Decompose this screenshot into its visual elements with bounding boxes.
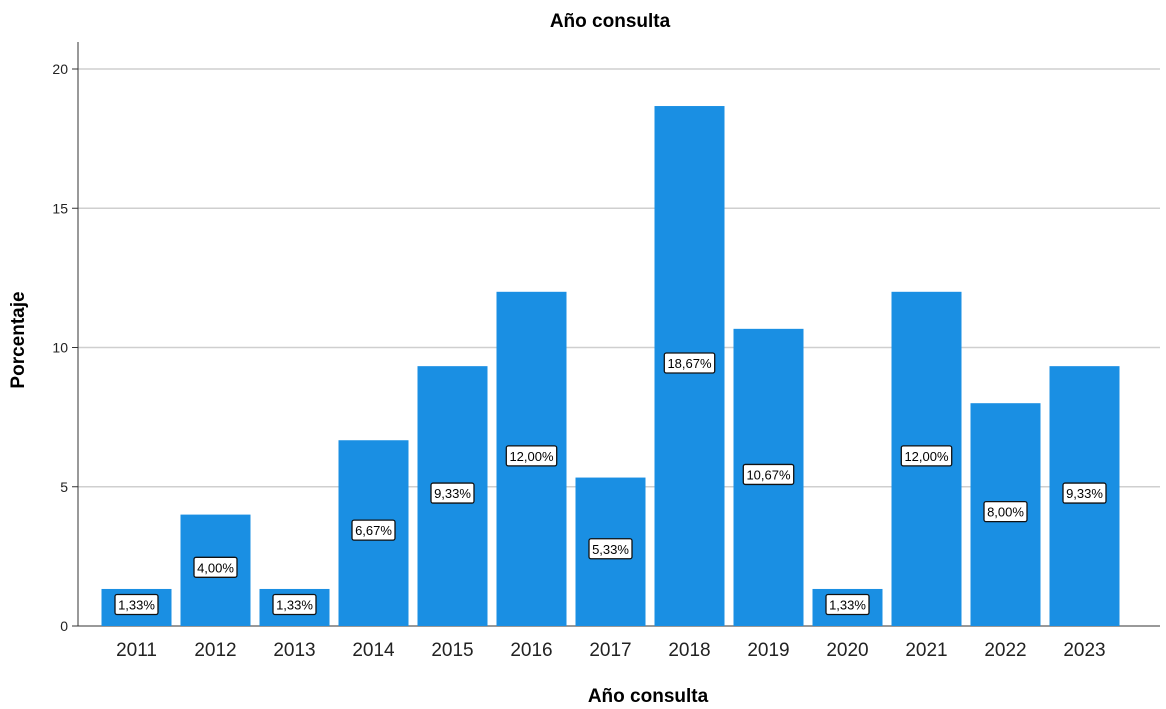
x-tick-label: 2023 bbox=[1063, 640, 1105, 661]
x-tick-label: 2015 bbox=[431, 640, 473, 661]
x-axis-title: Año consulta bbox=[588, 686, 709, 707]
y-tick-label: 10 bbox=[52, 340, 68, 356]
x-tick-label: 2016 bbox=[510, 640, 552, 661]
x-tick-label: 2018 bbox=[668, 640, 710, 661]
data-label-box bbox=[588, 538, 633, 560]
data-label: 9,33% bbox=[1066, 486, 1103, 501]
data-label-box bbox=[430, 482, 475, 504]
data-label-box bbox=[1062, 482, 1107, 504]
data-label-box bbox=[272, 593, 317, 616]
y-tick-labels: 0 5 10 15 20 bbox=[52, 61, 78, 634]
data-label: 1,33% bbox=[118, 597, 155, 612]
data-label: 6,67% bbox=[355, 523, 392, 538]
data-label-box bbox=[900, 445, 953, 467]
x-tick-label: 2013 bbox=[273, 640, 315, 661]
y-axis-title: Porcentaje bbox=[8, 291, 29, 388]
y-tick-label: 0 bbox=[60, 618, 68, 634]
data-label: 10,67% bbox=[746, 467, 791, 482]
chart-title: Año consulta bbox=[550, 11, 671, 32]
x-tick-label: 2017 bbox=[589, 640, 631, 661]
data-label: 4,00% bbox=[197, 560, 234, 575]
y-tick-label: 5 bbox=[60, 479, 68, 495]
data-label: 12,00% bbox=[904, 449, 949, 464]
data-label-box bbox=[825, 593, 870, 616]
data-label-box bbox=[663, 352, 716, 374]
x-tick-labels: 2011 2012 2013 2014 2015 2016 2017 2018 2019 2020… bbox=[116, 640, 1106, 661]
data-label-box bbox=[351, 519, 396, 541]
x-tick-label: 2020 bbox=[826, 640, 868, 661]
data-label: 9,33% bbox=[434, 486, 471, 501]
data-label: 5,33% bbox=[592, 542, 629, 557]
data-label: 12,00% bbox=[509, 449, 554, 464]
x-tick-label: 2011 bbox=[116, 640, 157, 661]
data-label: 1,33% bbox=[276, 597, 313, 612]
x-tick-label: 2021 bbox=[905, 640, 947, 661]
data-label-box bbox=[983, 500, 1028, 523]
data-label: 8,00% bbox=[987, 505, 1024, 520]
y-tick-label: 20 bbox=[52, 61, 68, 77]
y-tick-label: 15 bbox=[52, 200, 68, 216]
data-label-box bbox=[742, 463, 795, 486]
x-tick-label: 2012 bbox=[194, 640, 236, 661]
data-label: 18,67% bbox=[667, 356, 712, 371]
data-label-box bbox=[114, 593, 159, 616]
data-labels: 1,33% 4,00% 1,33% 6,67% 9,33% 12,00% 5,33% 18,6… bbox=[114, 352, 1107, 616]
data-label-box bbox=[505, 445, 558, 467]
x-tick-label: 2022 bbox=[984, 640, 1026, 661]
data-label-box bbox=[193, 556, 238, 578]
x-tick-label: 2019 bbox=[747, 640, 789, 661]
data-label: 1,33% bbox=[829, 597, 866, 612]
x-tick-label: 2014 bbox=[352, 640, 395, 661]
